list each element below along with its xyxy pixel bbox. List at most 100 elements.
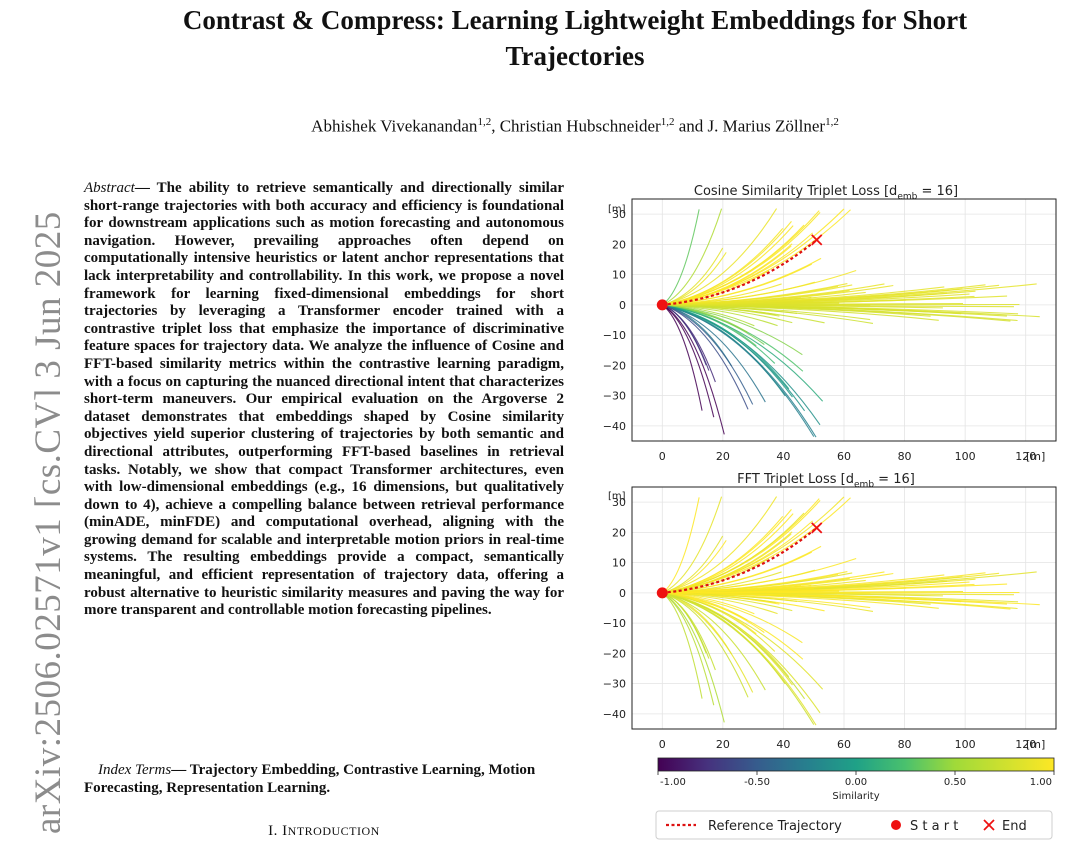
x-tick-label: 20: [716, 738, 730, 751]
legend: Reference Trajectory S t a r t End: [655, 810, 1053, 840]
trajectory-line: [662, 592, 766, 691]
reference-trajectory: [662, 526, 818, 594]
trajectory-line: [662, 592, 815, 725]
abstract-lead: Abstract: [84, 180, 135, 196]
abstract-text: The ability to retrieve semantically and…: [84, 180, 564, 619]
trajectory-line: [662, 304, 749, 410]
y-unit-label: [m]: [608, 491, 626, 502]
x-tick-label: 0: [659, 450, 666, 463]
trajectory-line: [662, 304, 815, 437]
section-first-letter: I: [282, 823, 288, 839]
reference-overlay: [656, 234, 823, 311]
colorbar-tick-label: -1.00: [660, 777, 686, 788]
trajectory-line: [662, 572, 1000, 594]
x-tick-label: 60: [837, 738, 851, 751]
y-tick-label: −40: [603, 708, 626, 721]
y-tick-label: −30: [603, 678, 626, 691]
trajectory-line: [662, 592, 824, 690]
y-tick-label: 10: [612, 557, 626, 570]
x-tick-label: 0: [659, 738, 666, 751]
trajectory-line: [662, 535, 724, 594]
colorbar-ticks: -1.00 -0.50 0.00 0.50 1.00: [657, 771, 1055, 788]
y-tick-label: 20: [612, 238, 626, 251]
x-tick-label: 120: [1015, 450, 1036, 463]
trajectory-line: [662, 572, 894, 594]
legend-start-label: S t a r t: [910, 819, 958, 834]
trajectory-line: [662, 284, 1000, 306]
trajectory-line: [662, 583, 1008, 594]
y-tick-label: 20: [612, 526, 626, 539]
author-name: J. Marius Zöllner: [707, 116, 826, 136]
y-tick-label: 30: [612, 496, 626, 509]
chart-title: FFT Triplet Loss [demb = 16]: [737, 472, 915, 490]
start-marker: [656, 587, 668, 599]
legend-end-label: End: [1002, 819, 1027, 834]
x-tick-label: 120: [1015, 738, 1036, 751]
title-line-1: Contrast & Compress: Learning Lightweigh…: [182, 5, 968, 35]
trajectory-figure: Cosine Similarity Triplet Loss [demb = 1…: [600, 178, 1062, 848]
x-tick-label: 80: [898, 450, 912, 463]
y-tick-label: 30: [612, 208, 626, 221]
y-tick-label: 10: [612, 269, 626, 282]
author-name: Abhishek Vivekanandan: [311, 116, 478, 136]
arxiv-id-text: arXiv:2506.02571v1 [cs.CV] 3 Jun 2025: [28, 211, 60, 834]
legend-reference-label: Reference Trajectory: [708, 819, 842, 834]
section-rest: NTRODUCTION: [287, 824, 380, 838]
colorbar-label: Similarity: [832, 791, 879, 802]
trajectory-line: [662, 295, 1008, 306]
trajectory-line: [662, 247, 724, 306]
author-separator: ,: [491, 116, 500, 136]
colorbar-tick-label: -0.50: [744, 777, 770, 788]
legend-box: [655, 810, 1053, 840]
trajectory-line: [661, 209, 700, 306]
legend-start-marker: [891, 820, 901, 830]
author-affiliation: 1,2: [477, 116, 492, 128]
index-terms-dash: —: [171, 762, 190, 778]
index-terms: Index Terms— Trajectory Embedding, Contr…: [84, 762, 564, 797]
trajectory-line: [661, 497, 700, 594]
author-list: Abhishek Vivekanandan1,2, Christian Hubs…: [90, 112, 1060, 137]
y-unit-label: [m]: [608, 204, 626, 215]
colorbar: -1.00 -0.50 0.00 0.50 1.00 Similarity: [657, 757, 1055, 802]
x-tick-label: 60: [837, 450, 851, 463]
trajectory-line: [662, 496, 723, 594]
trajectory-line: [662, 592, 790, 678]
axes-frame: [631, 486, 1057, 730]
chart-cosine: Cosine Similarity Triplet Loss [demb = 1…: [603, 184, 1057, 463]
trajectory-line: [662, 304, 824, 402]
author-name: Christian Hubschneider: [499, 116, 661, 136]
x-tick-labels: 0 20 40 60 80 100 120: [659, 738, 1036, 751]
trajectory-line: [662, 592, 725, 723]
x-tick-label: 40: [776, 450, 790, 463]
trajectory-line: [662, 304, 748, 333]
x-unit-label: [m]: [1026, 738, 1045, 751]
trajectory-bundle: [661, 208, 1040, 438]
author-separator: and: [674, 116, 708, 136]
trajectory-line: [661, 304, 703, 411]
x-unit-label: [m]: [1026, 450, 1045, 463]
trajectory-line: [662, 304, 790, 390]
reference-overlay: [656, 522, 823, 599]
trajectory-line: [662, 304, 766, 403]
trajectory-line: [662, 284, 894, 306]
y-tick-label: −10: [603, 617, 626, 630]
trajectory-bundle: [661, 496, 1040, 726]
arxiv-side-stamp: arXiv:2506.02571v1 [cs.CV] 3 Jun 2025: [0, 0, 60, 852]
colorbar-gradient: [657, 757, 1055, 772]
start-marker: [656, 299, 668, 311]
x-tick-label: 80: [898, 738, 912, 751]
trajectory-line: [662, 592, 749, 698]
section-heading: I. INTRODUCTION: [84, 823, 564, 840]
title-line-2: Trajectories: [505, 41, 645, 71]
trajectory-line: [662, 545, 822, 594]
y-tick-label: −10: [603, 329, 626, 342]
abstract: Abstract— The ability to retrieve semant…: [84, 180, 564, 620]
colorbar-tick-label: 0.00: [845, 777, 867, 788]
y-tick-label: −20: [603, 359, 626, 372]
reference-trajectory: [662, 238, 818, 306]
x-tick-labels: 0 20 40 60 80 100 120: [659, 450, 1036, 463]
trajectory-line: [662, 557, 857, 594]
trajectory-line: [662, 304, 710, 371]
y-tick-labels: 30 20 10 0 −10 −20 −30 −40: [603, 496, 626, 721]
index-terms-text: Trajectory Embedding, Contrastive Learni…: [84, 762, 536, 796]
